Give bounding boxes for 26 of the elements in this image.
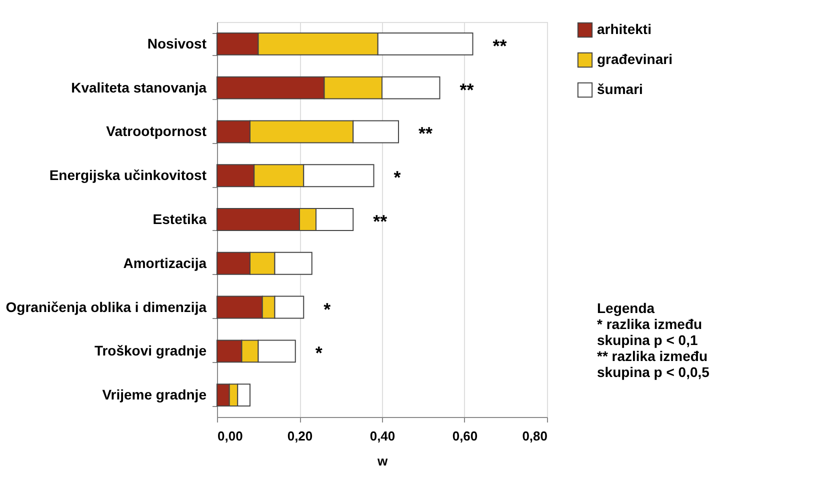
y-tick-label: Vatrootpornost bbox=[106, 123, 207, 140]
annotation: ** bbox=[460, 80, 474, 100]
x-tick-label: 0,00 bbox=[218, 428, 243, 444]
y-tick-label: Vrijeme gradnje bbox=[102, 386, 207, 403]
y-tick-label: Energijska učinkovitost bbox=[49, 167, 207, 184]
legend-label: građevinari bbox=[597, 51, 672, 67]
annotation: * bbox=[315, 343, 322, 364]
annotation: ** bbox=[373, 212, 388, 232]
y-tick-label: Kvaliteta stanovanja bbox=[71, 79, 207, 96]
y-tick-label: Nosivost bbox=[147, 35, 207, 52]
y-tick-label: Estetika bbox=[152, 211, 207, 227]
x-tick-label: 0,40 bbox=[370, 428, 396, 444]
legend-label: šumari bbox=[597, 81, 643, 97]
y-tick-label: Troškovi gradnje bbox=[94, 342, 207, 359]
x-tick-label: 0,80 bbox=[522, 428, 548, 444]
x-tick-label: 0,60 bbox=[452, 428, 478, 444]
y-tick-label: Amortizacija bbox=[123, 254, 207, 271]
annotation: * bbox=[324, 299, 331, 320]
y-tick-label: Ograničenja oblika i dimenzija bbox=[6, 298, 207, 315]
annotation: ** bbox=[492, 36, 507, 56]
x-tick-label: 0,20 bbox=[287, 428, 313, 444]
annotation: ** bbox=[418, 124, 433, 144]
x-axis-title: w bbox=[376, 454, 388, 468]
legend-label: arhitekti bbox=[597, 21, 652, 37]
annotation: * bbox=[394, 168, 401, 188]
text: Legenda * razlika između skupina p < 0,1 ** razlika između skupina p < 0,0,5 bbox=[597, 300, 710, 380]
